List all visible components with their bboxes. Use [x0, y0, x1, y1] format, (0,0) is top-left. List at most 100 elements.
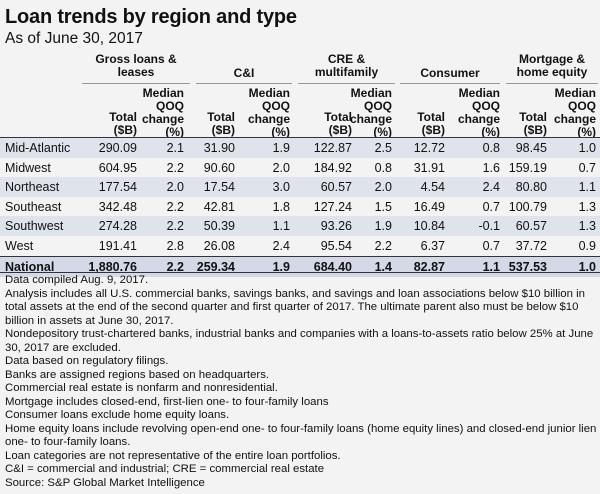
table-cell: 100.79 [508, 200, 547, 214]
table-cell: 82.87 [413, 260, 445, 274]
table-cell: 0.7 [482, 239, 500, 253]
note-line: Source: S&P Global Market Intelligence [5, 476, 205, 489]
region-name: Northeast [5, 180, 60, 194]
table-cell: 159.19 [508, 161, 547, 175]
table-cell: 1.1 [272, 219, 290, 233]
table-cell: 2.2 [166, 200, 184, 214]
note-line: Banks are assigned regions based on head… [5, 368, 270, 381]
note-line: Data compiled Aug. 9, 2017. [5, 274, 149, 286]
table-cell: 93.26 [320, 219, 352, 233]
table-cell: 50.39 [203, 219, 235, 233]
col-header-line: (%) [271, 125, 290, 139]
col-header-line: Median [350, 86, 392, 100]
col-header-line: QOQ [261, 99, 290, 113]
col-header-total: Total ($B) [393, 87, 445, 137]
table-cell: 60.57 [320, 180, 352, 194]
note-line: Mortgage includes closed-end, first-lien… [5, 395, 329, 408]
page-title: Loan trends by region and type [5, 6, 297, 28]
col-header-line: Total [417, 110, 445, 124]
table-cell: 1.9 [272, 260, 290, 274]
table-cell: 6.37 [420, 239, 445, 253]
col-header-line: Median [554, 86, 596, 100]
col-header-line: change [247, 112, 290, 126]
group-header-line: Gross loans & [95, 52, 177, 66]
table-cell: 98.45 [515, 141, 547, 155]
table-cell: 274.28 [98, 219, 137, 233]
region-name: Mid-Atlantic [5, 141, 71, 155]
group-header: CRE & multifamily [298, 53, 395, 84]
table-cell: 2.5 [374, 141, 392, 155]
note-line: Analysis includes all U.S. commercial ba… [5, 287, 585, 327]
table-cell: 1.9 [272, 141, 290, 155]
table-cell: 1.9 [374, 219, 392, 233]
table-cell: 191.41 [98, 239, 137, 253]
region-name: West [5, 239, 34, 253]
note-line: Nondepository trust-chartered banks, ind… [5, 328, 594, 354]
col-header-line: Total [207, 110, 235, 124]
table-cell: 2.1 [166, 141, 184, 155]
table-cell: 604.95 [98, 161, 137, 175]
col-header-line: ($B) [211, 123, 235, 137]
table-cell: 0.8 [482, 141, 500, 155]
table-cell: 342.48 [98, 200, 137, 214]
note-line: Loan categories are not representative o… [5, 449, 341, 462]
col-header-median: Median QOQ change (%) [138, 87, 184, 139]
col-header-line: ($B) [421, 123, 445, 137]
group-header: Mortgage & home equity [506, 53, 598, 84]
table-cell: 1.8 [272, 200, 290, 214]
region-name: National [5, 260, 55, 274]
note-line: Home equity loans include revolving open… [5, 422, 597, 449]
table-cell: 1.1 [482, 260, 500, 274]
table-cell: 2.8 [166, 239, 184, 253]
table-cell: 80.80 [515, 180, 547, 194]
table-cell: 2.0 [166, 180, 184, 194]
note-line: C&I = commercial and industrial; CRE = c… [5, 463, 325, 475]
page-subtitle: As of June 30, 2017 [5, 30, 143, 47]
table-cell: 2.2 [166, 219, 184, 233]
table-cell: 0.7 [578, 161, 596, 175]
table-cell: 290.09 [98, 141, 137, 155]
table-cell: 2.2 [374, 239, 392, 253]
col-header-line: ($B) [523, 123, 547, 137]
table-cell: 684.40 [313, 260, 352, 274]
table-cell: 17.54 [203, 180, 235, 194]
table-cell: 0.9 [578, 239, 596, 253]
table-cell: 127.24 [313, 200, 352, 214]
col-header-line: Total [324, 110, 352, 124]
col-header-line: QOQ [155, 99, 184, 113]
group-header-line: multifamily [314, 65, 379, 79]
table-cell: 1.4 [374, 260, 392, 274]
table-cell: 31.91 [413, 161, 445, 175]
col-header-median: Median QOQ change (%) [346, 86, 392, 139]
table-cell: 95.54 [320, 239, 352, 253]
table-cell: 1,880.76 [88, 260, 137, 274]
col-header-line: ($B) [113, 123, 137, 137]
table-cell: 26.08 [203, 239, 235, 253]
group-header-line: CRE & [327, 52, 366, 66]
notes: Data compiled Aug. 9, 2017. Analysis incl… [5, 274, 597, 490]
region-name: Southwest [5, 219, 64, 233]
table-cell: 90.60 [203, 161, 235, 175]
col-header-total: Total ($B) [300, 87, 352, 137]
col-header-line: change [457, 112, 500, 126]
table-cell: 2.4 [482, 180, 500, 194]
group-header-line: Consumer [420, 66, 480, 80]
table-cell: 2.4 [272, 239, 290, 253]
table-row: Northeast 177.54 2.0 17.54 3.0 60.57 2.0 4.54 2.… [0, 177, 600, 197]
table-cell: 37.72 [515, 239, 547, 253]
col-header-line: Total [519, 110, 547, 124]
group-header-line: leases [117, 65, 155, 79]
table-cell: 2.2 [166, 161, 184, 175]
table-row: Southeast 342.48 2.2 42.81 1.8 127.24 1.5 16.49… [0, 197, 600, 217]
col-header-line: Median [248, 86, 290, 100]
col-header-line: (%) [481, 125, 500, 139]
table-cell: 1.3 [578, 219, 596, 233]
col-header-line: Median [458, 86, 500, 100]
table-cell: 1.0 [578, 260, 596, 274]
table-cell: 4.54 [420, 180, 445, 194]
footer-rule [0, 272, 600, 273]
col-header-line: Total [109, 110, 137, 124]
col-header-total: Total ($B) [85, 87, 137, 137]
note-line: Commercial real estate is nonfarm and no… [5, 382, 278, 394]
group-header: C&I [196, 53, 292, 84]
